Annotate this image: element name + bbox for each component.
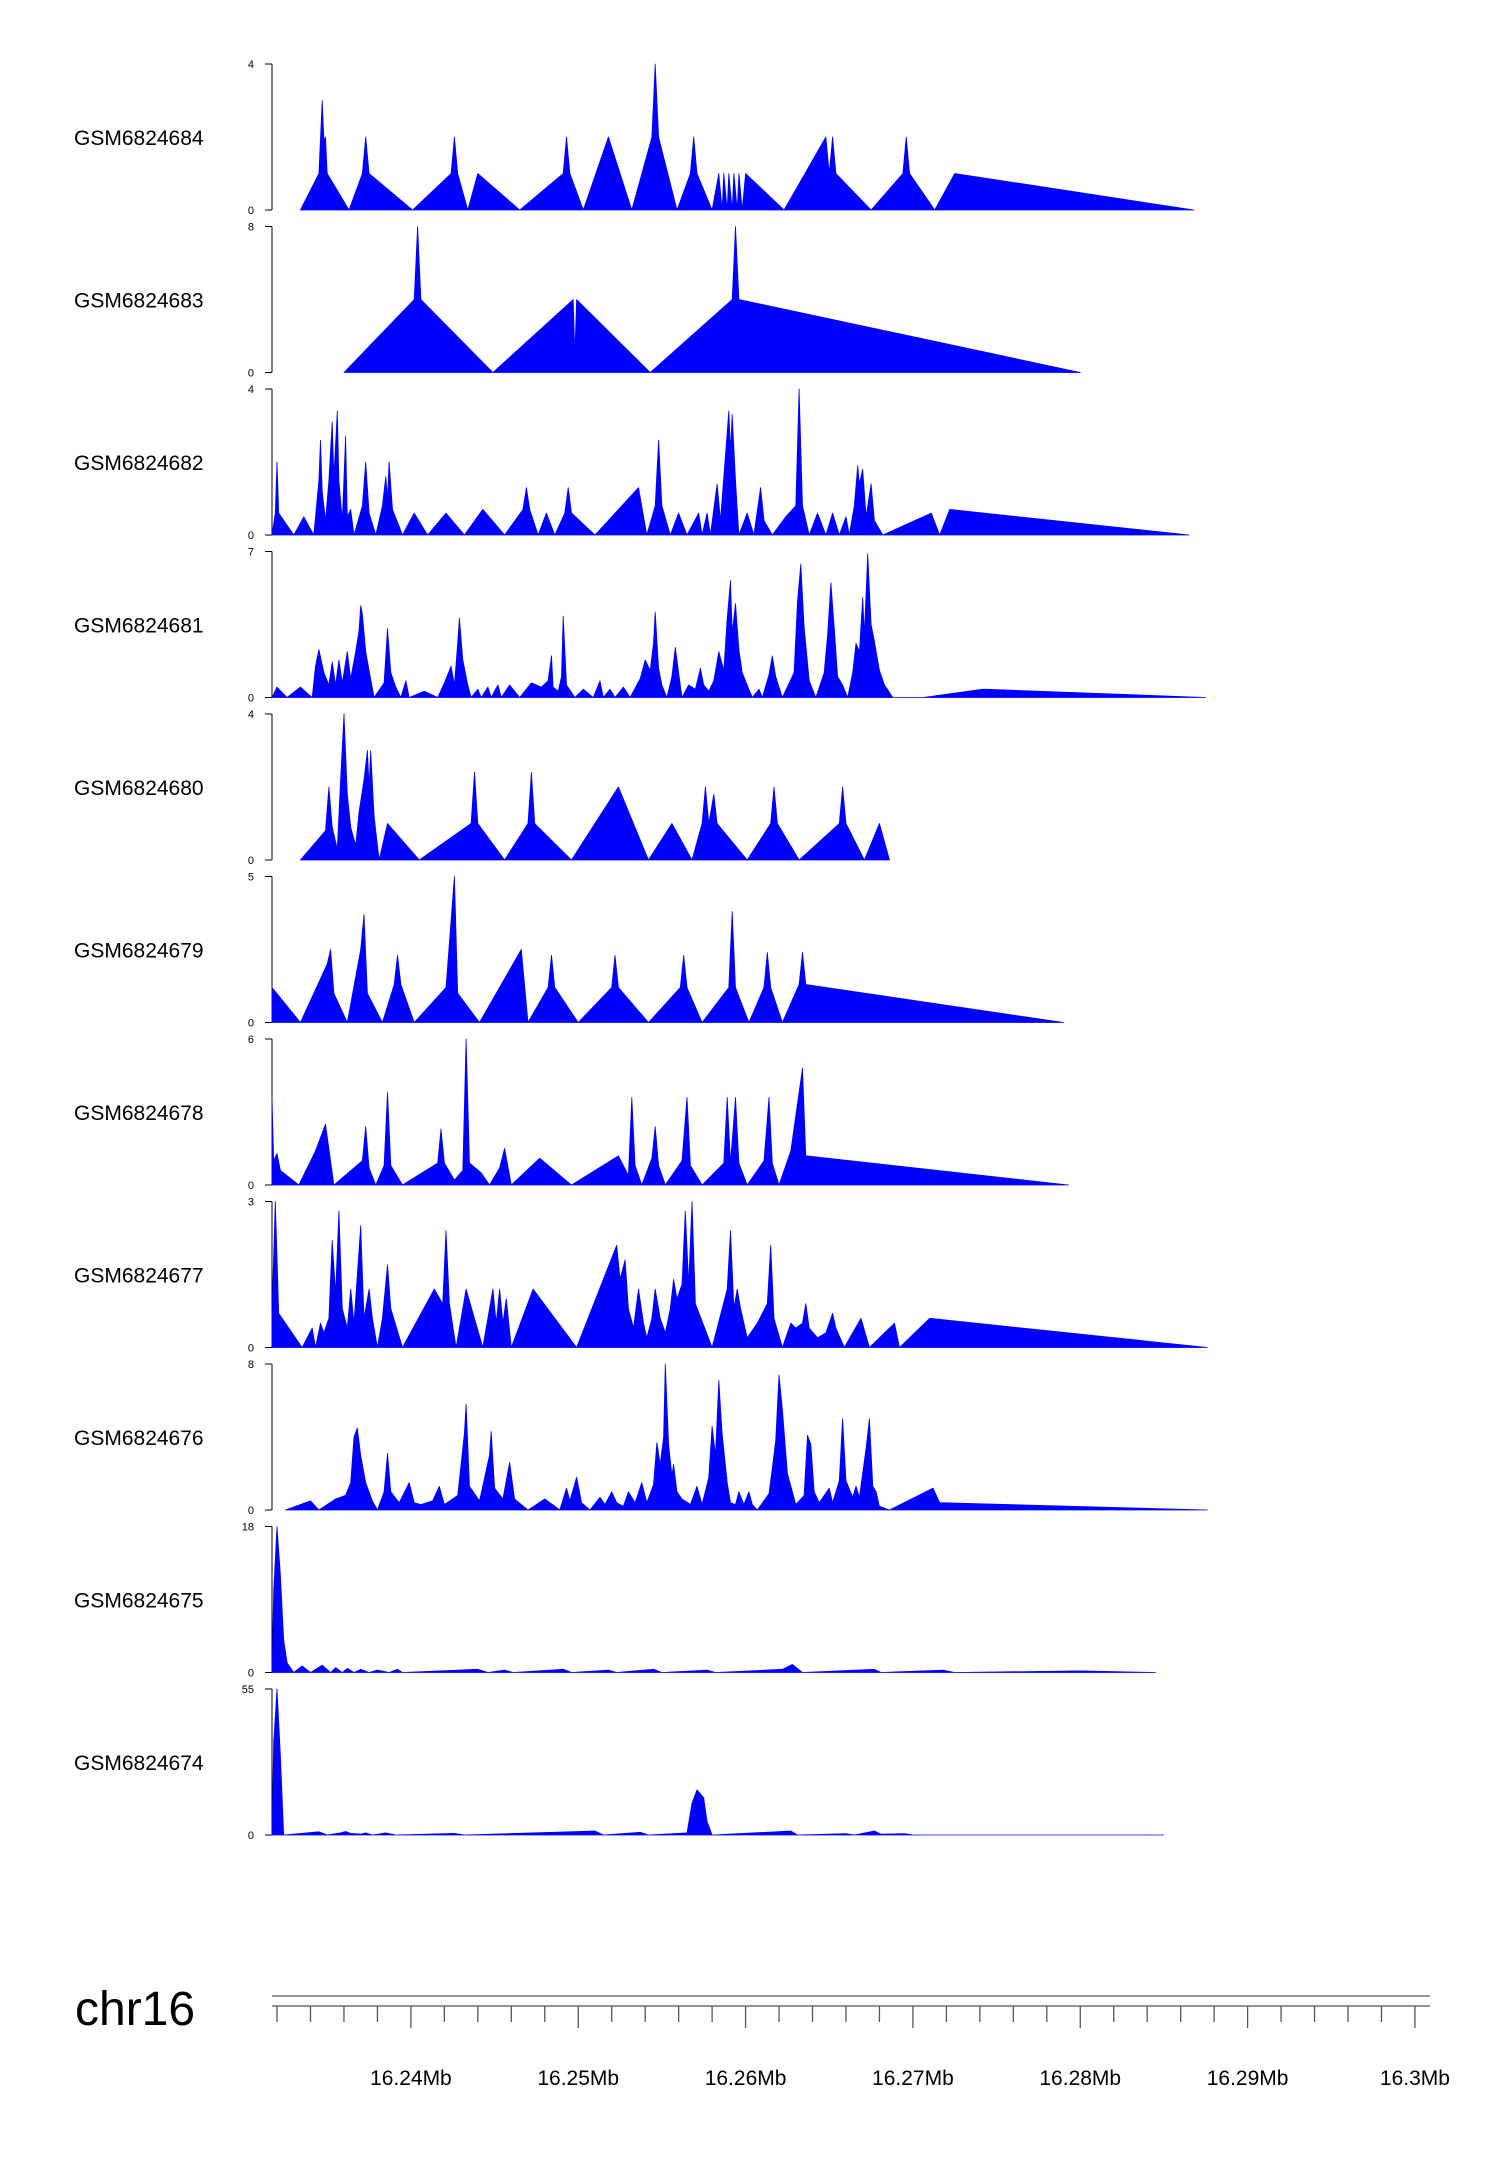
chromosome-label: chr16 bbox=[75, 1983, 195, 2036]
genome-tick-label: 16.29Mb bbox=[1207, 2067, 1289, 2090]
y-tick-label-max: 5 bbox=[248, 872, 254, 884]
y-tick-label-zero: 0 bbox=[248, 368, 254, 380]
y-tick-label-max: 8 bbox=[248, 1359, 254, 1371]
coverage-area bbox=[343, 226, 1081, 373]
y-tick-label-zero: 0 bbox=[248, 855, 254, 867]
genome-ticks: 16.24Mb 16.25Mb 16.26Mb 16.27Mb 16.28Mb 16.29… bbox=[276, 2006, 1450, 2090]
y-tick-label-max: 3 bbox=[248, 1197, 254, 1209]
track-gsm6824677: GSM6824677 3 0 bbox=[74, 1197, 1208, 1355]
track-label: GSM6824676 bbox=[74, 1427, 204, 1450]
coverage-area bbox=[271, 1688, 1165, 1836]
genome-tick-label: 16.26Mb bbox=[705, 2067, 787, 2090]
track-label: GSM6824678 bbox=[74, 1102, 204, 1125]
coverage-area bbox=[271, 1201, 1208, 1348]
track-gsm6824684: GSM6824684 4 0 bbox=[74, 59, 1195, 217]
track-label: GSM6824682 bbox=[74, 452, 204, 475]
y-tick-label-max: 4 bbox=[248, 709, 254, 721]
track-gsm6824681: GSM6824681 7 0 bbox=[74, 547, 1207, 705]
coverage-area bbox=[300, 63, 1195, 211]
y-tick-label-zero: 0 bbox=[248, 1505, 254, 1517]
y-tick-label-zero: 0 bbox=[248, 1180, 254, 1192]
coverage-area bbox=[271, 1038, 1069, 1186]
coverage-area bbox=[285, 1363, 1208, 1511]
coverage-area bbox=[271, 876, 1064, 1023]
y-tick-label-max: 18 bbox=[242, 1522, 254, 1534]
track-label: GSM6824683 bbox=[74, 290, 204, 313]
track-gsm6824674: GSM6824674 55 0 bbox=[74, 1684, 1165, 1842]
y-tick-label-zero: 0 bbox=[248, 1668, 254, 1680]
y-tick-label-max: 6 bbox=[248, 1034, 254, 1046]
track-label: GSM6824681 bbox=[74, 615, 204, 638]
coverage-area bbox=[300, 713, 890, 861]
y-tick-label-zero: 0 bbox=[248, 530, 254, 542]
track-gsm6824683: GSM6824683 8 0 bbox=[74, 222, 1081, 380]
y-tick-label-zero: 0 bbox=[248, 1343, 254, 1355]
genome-tick-label: 16.3Mb bbox=[1380, 2067, 1450, 2090]
track-gsm6824676: GSM6824676 8 0 bbox=[74, 1359, 1208, 1517]
track-label: GSM6824679 bbox=[74, 940, 204, 963]
track-label: GSM6824674 bbox=[74, 1752, 204, 1775]
track-label: GSM6824684 bbox=[74, 127, 204, 150]
track-gsm6824682: GSM6824682 4 0 bbox=[74, 384, 1190, 542]
genome-tick-label: 16.28Mb bbox=[1039, 2067, 1121, 2090]
coverage-tracks: GSM682468440GSM682468380GSM682468240GSM6… bbox=[74, 59, 1208, 1842]
y-tick-label-max: 7 bbox=[248, 547, 254, 559]
y-tick-label-zero: 0 bbox=[248, 693, 254, 705]
track-label: GSM6824680 bbox=[74, 777, 204, 800]
track-gsm6824675: GSM6824675 18 0 bbox=[74, 1522, 1156, 1680]
coverage-area bbox=[271, 553, 1207, 698]
genome-tick-label: 16.27Mb bbox=[872, 2067, 954, 2090]
track-gsm6824679: GSM6824679 5 0 bbox=[74, 872, 1064, 1030]
genome-tick-label: 16.25Mb bbox=[537, 2067, 619, 2090]
y-tick-label-zero: 0 bbox=[248, 1018, 254, 1030]
track-label: GSM6824677 bbox=[74, 1265, 204, 1288]
track-gsm6824678: GSM6824678 6 0 bbox=[74, 1034, 1069, 1192]
coverage-area bbox=[271, 1526, 1156, 1673]
y-tick-label-max: 8 bbox=[248, 222, 254, 234]
y-tick-label-zero: 0 bbox=[248, 1830, 254, 1842]
track-gsm6824680: GSM6824680 4 0 bbox=[74, 709, 890, 867]
genome-tick-label: 16.24Mb bbox=[370, 2067, 452, 2090]
track-label: GSM6824675 bbox=[74, 1590, 204, 1613]
coverage-area bbox=[271, 388, 1190, 536]
genome-axis: chr16 16.24Mb 16.25Mb 16.26Mb 16.27Mb 16.28M… bbox=[75, 1983, 1450, 2090]
y-tick-label-zero: 0 bbox=[248, 205, 254, 217]
y-tick-label-max: 4 bbox=[248, 59, 254, 71]
y-tick-label-max: 55 bbox=[242, 1684, 254, 1696]
y-tick-label-max: 4 bbox=[248, 384, 254, 396]
